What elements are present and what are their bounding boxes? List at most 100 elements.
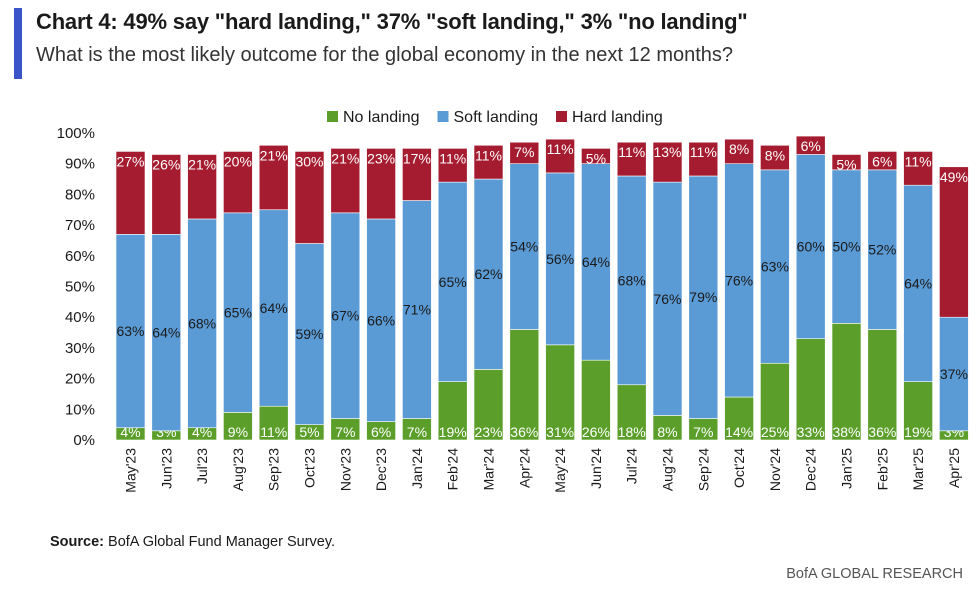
bar-segment-soft-landing: [581, 163, 611, 361]
y-tick-label: 50%: [65, 279, 95, 296]
bar-segment-soft-landing: [330, 212, 361, 419]
x-tick-label: Jul'23: [194, 448, 210, 484]
x-tick-label: Jan'24: [409, 448, 425, 489]
x-tick-label: Oct'24: [731, 448, 747, 488]
bar-segment-hard-landing: [366, 148, 396, 220]
legend-label-hard-landing: Hard landing: [572, 109, 663, 126]
data-label: 21%: [260, 147, 288, 163]
bar-segment-soft-landing: [688, 175, 719, 419]
bar-segment-soft-landing: [939, 316, 969, 432]
bar-segment-hard-landing: [581, 148, 611, 165]
bar-segment-hard-landing: [652, 141, 683, 183]
data-label: 52%: [868, 242, 896, 258]
data-label: 17%: [403, 150, 431, 166]
data-label: 64%: [152, 325, 180, 341]
y-tick-label: 30%: [65, 340, 95, 357]
y-tick-label: 60%: [65, 248, 95, 265]
bar-segment-soft-landing: [760, 169, 790, 364]
x-tick-label: Feb'25: [874, 448, 890, 491]
x-tick-label: Oct'23: [302, 448, 318, 488]
bar-segment-hard-landing: [724, 138, 754, 164]
bar-segment-hard-landing: [903, 151, 933, 186]
y-tick-label: 20%: [65, 371, 95, 388]
data-label: 71%: [403, 302, 431, 318]
data-label: 7%: [407, 424, 427, 440]
data-label: 7%: [335, 424, 355, 440]
bar-segment-hard-landing: [258, 144, 289, 211]
data-label: 49%: [940, 169, 968, 185]
bar-segment-soft-landing: [795, 154, 826, 339]
data-label: 8%: [657, 424, 677, 440]
x-tick-label: Feb'24: [445, 448, 461, 491]
source-label: Source:: [50, 534, 104, 550]
y-tick-label: 70%: [65, 217, 95, 234]
data-label: 19%: [904, 424, 932, 440]
data-label: 68%: [188, 315, 216, 331]
x-tick-label: May'24: [552, 448, 568, 493]
data-label: 14%: [725, 424, 753, 440]
title-accent-bar: [14, 8, 22, 79]
bar-segment-hard-landing: [509, 141, 540, 165]
x-tick-label: Mar'24: [481, 448, 497, 491]
bar-segment-hard-landing: [223, 151, 253, 214]
bar-segment-soft-landing: [151, 234, 182, 432]
data-label: 11%: [439, 150, 466, 166]
bar-segment-hard-landing: [795, 135, 826, 155]
data-label: 36%: [868, 424, 896, 440]
data-label: 68%: [618, 272, 646, 288]
data-label: 56%: [546, 251, 574, 267]
bar-segment-hard-landing: [831, 154, 862, 171]
data-label: 63%: [761, 259, 789, 275]
data-label: 6%: [371, 424, 391, 440]
bar-segment-hard-landing: [939, 166, 969, 318]
data-label: 19%: [439, 424, 467, 440]
x-tick-label: Aug'24: [660, 448, 676, 491]
legend-label-no-landing: No landing: [343, 109, 420, 126]
data-label: 7%: [514, 144, 534, 160]
bar-segment-hard-landing: [867, 151, 898, 171]
data-label: 23%: [474, 424, 502, 440]
bar-segment-soft-landing: [903, 184, 933, 382]
bar-segment-soft-landing: [366, 218, 396, 422]
y-tick-label: 0%: [73, 432, 95, 449]
bar-segment-no-landing: [903, 381, 933, 441]
bar-segment-hard-landing: [187, 154, 217, 220]
bar-segment-no-landing: [473, 369, 504, 441]
x-tick-label: Apr'25: [946, 448, 962, 488]
bar-segment-no-landing: [223, 412, 253, 441]
x-tick-label: Jan'25: [839, 448, 855, 489]
y-tick-label: 10%: [65, 401, 95, 418]
bar-segment-hard-landing: [616, 141, 647, 177]
data-label: 5%: [836, 156, 856, 172]
bar-segment-no-landing: [437, 381, 468, 441]
data-label: 31%: [546, 424, 574, 440]
data-label: 25%: [761, 424, 789, 440]
data-label: 23%: [367, 150, 395, 166]
bar-segment-no-landing: [616, 384, 647, 441]
x-tick-label: Jun'23: [158, 448, 174, 489]
x-tick-label: Nov'23: [337, 448, 353, 491]
data-label: 5%: [299, 424, 319, 440]
data-label: 11%: [260, 424, 287, 440]
y-tick-label: 100%: [57, 125, 95, 142]
data-label: 60%: [797, 239, 825, 255]
x-tick-label: May'23: [123, 448, 139, 493]
bar-segment-hard-landing: [545, 138, 575, 174]
bar-segment-hard-landing: [115, 151, 146, 235]
x-tick-label: Jun'24: [588, 448, 604, 489]
data-label: 11%: [475, 147, 502, 163]
legend-swatch-soft-landing: [437, 111, 449, 122]
bar-segment-hard-landing: [151, 154, 182, 235]
data-label: 64%: [582, 254, 610, 270]
bar-segment-hard-landing: [294, 151, 325, 244]
legend-swatch-no-landing: [327, 111, 338, 122]
data-label: 8%: [765, 147, 785, 163]
data-label: 6%: [872, 153, 892, 169]
bar-segment-soft-landing: [831, 169, 862, 324]
data-label: 65%: [439, 274, 467, 290]
bar-segment-soft-landing: [223, 212, 253, 413]
data-label: 63%: [116, 323, 144, 339]
y-tick-label: 80%: [65, 186, 95, 203]
data-label: 66%: [367, 312, 395, 328]
